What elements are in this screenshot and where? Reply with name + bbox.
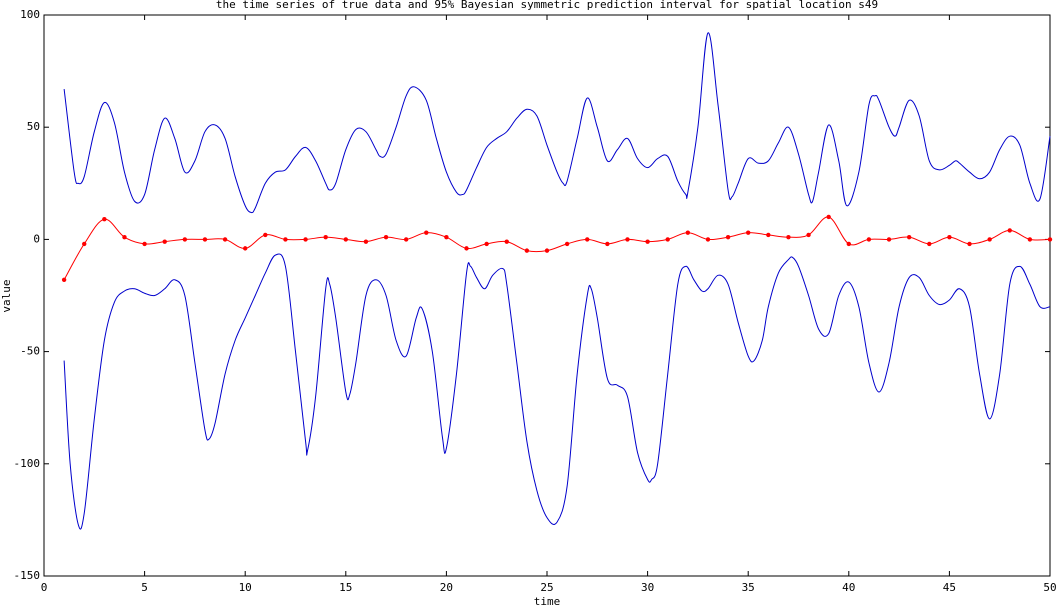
- chart-title: the time series of true data and 95% Bay…: [216, 0, 878, 11]
- data-point: [725, 234, 731, 240]
- y-tick-label: -50: [20, 345, 40, 358]
- x-tick-label: 5: [141, 581, 148, 594]
- x-tick-label: 15: [339, 581, 352, 594]
- plot-area: [43, 14, 1051, 577]
- y-tick-label: 100: [20, 8, 40, 21]
- data-point: [283, 237, 288, 242]
- data-point: [967, 241, 972, 247]
- data-point: [766, 232, 771, 238]
- data-point: [202, 237, 208, 242]
- data-point: [1027, 237, 1033, 242]
- data-point: [61, 277, 67, 282]
- x-tick-label: 10: [239, 581, 252, 594]
- data-point: [625, 237, 630, 242]
- x-tick-label: 40: [842, 581, 855, 594]
- data-point: [504, 239, 509, 244]
- data-point: [162, 239, 167, 244]
- data-point: [1047, 237, 1053, 242]
- data-point: [222, 237, 228, 242]
- data-point: [786, 234, 791, 240]
- x-tick-label: 35: [742, 581, 755, 594]
- data-point: [363, 239, 369, 244]
- data-point: [645, 239, 650, 244]
- data-point: [866, 237, 872, 242]
- data-point: [464, 246, 469, 251]
- data-point: [605, 241, 610, 247]
- y-tick-label: 50: [27, 120, 40, 133]
- data-point: [403, 237, 409, 242]
- x-tick-label: 20: [440, 581, 453, 594]
- data-point: [444, 234, 449, 240]
- data-point: [906, 234, 912, 240]
- data-point: [524, 248, 530, 253]
- data-point: [927, 241, 932, 247]
- y-axis-label: value: [0, 279, 13, 312]
- data-point: [263, 232, 268, 238]
- data-point: [182, 237, 188, 242]
- data-point: [564, 241, 570, 247]
- x-tick-label: 25: [540, 581, 553, 594]
- x-tick-label: 30: [641, 581, 654, 594]
- data-point: [122, 234, 127, 240]
- y-tick-label: -150: [14, 569, 41, 582]
- data-point: [806, 232, 811, 238]
- y-tick-label: -100: [14, 457, 41, 470]
- data-point: [987, 237, 992, 242]
- data-point: [826, 214, 831, 220]
- data-point: [1007, 228, 1012, 233]
- data-point: [424, 230, 429, 235]
- data-point: [323, 234, 328, 240]
- data-point: [343, 237, 348, 242]
- data-point: [484, 241, 489, 247]
- data-point: [665, 237, 670, 242]
- data-point: [102, 217, 107, 222]
- series-line: [63, 253, 1051, 530]
- data-point: [585, 237, 590, 242]
- data-point: [947, 234, 952, 240]
- x-tick-label: 50: [1043, 581, 1056, 594]
- data-point: [886, 237, 892, 242]
- x-tick-label: 0: [41, 581, 48, 594]
- data-point: [383, 234, 389, 240]
- data-point: [705, 237, 711, 242]
- data-point: [846, 241, 851, 247]
- data-point: [142, 241, 147, 247]
- data-point: [685, 230, 691, 235]
- data-point: [243, 246, 248, 251]
- x-tick-label: 45: [943, 581, 956, 594]
- y-tick-label: 0: [33, 232, 40, 245]
- data-point: [303, 237, 308, 242]
- series-line: [63, 32, 1051, 214]
- x-axis-label: time: [534, 595, 561, 607]
- data-point: [746, 230, 751, 235]
- data-point: [82, 241, 87, 247]
- data-point: [544, 248, 550, 253]
